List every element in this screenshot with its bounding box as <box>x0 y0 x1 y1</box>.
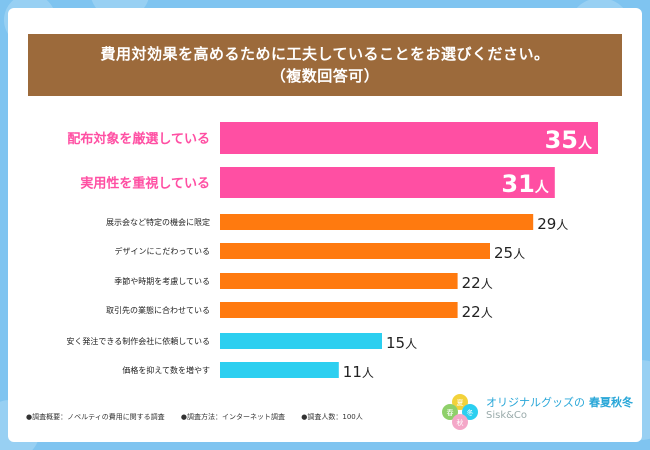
bar <box>220 302 458 318</box>
brand-subtitle: Sisk&Co <box>486 410 528 421</box>
survey-count: ●調査人数：100人 <box>301 413 363 421</box>
brand-name: オリジナルグッズの 春夏秋冬 <box>486 394 633 410</box>
bar <box>220 122 598 154</box>
category-label: 安く発注できる制作会社に依頼している <box>66 336 210 346</box>
category-label: 取引先の業態に合わせている <box>106 305 210 315</box>
category-label: 展示会など特定の機会に限定 <box>106 217 210 227</box>
value-label: 22人 <box>462 274 493 292</box>
bar <box>220 362 339 378</box>
value-label: 29人 <box>537 215 568 233</box>
value-label: 15人 <box>386 334 417 352</box>
bar <box>220 214 534 230</box>
logo-char-spring: 春 <box>447 408 454 417</box>
brand-logo-block: 夏 春 冬 秋 オリジナルグッズの 春夏秋冬 Sisk&Co <box>440 392 633 432</box>
brand-name-prefix: オリジナルグッズの <box>486 396 585 409</box>
value-label: 11人 <box>343 363 374 381</box>
chart-title: 費用対効果を高めるために工夫していることをお選びください。 <box>100 45 550 63</box>
category-label: 季節や時期を考慮している <box>114 276 210 286</box>
bar <box>220 273 458 289</box>
category-label: デザインにこだわっている <box>115 246 210 256</box>
bar <box>220 243 490 259</box>
value-label: 25人 <box>494 244 525 262</box>
bar <box>220 167 555 198</box>
season-logo-icon: 夏 春 冬 秋 <box>442 394 478 430</box>
survey-footer: ●調査概要：ノベルティの費用に関する調査 ●調査方法：インターネット調査 ●調査… <box>26 412 377 422</box>
logo-char-summer: 夏 <box>457 399 464 407</box>
chart-subtitle: （複数回答可） <box>270 67 380 85</box>
bar <box>220 333 382 349</box>
logo-char-winter: 冬 <box>467 408 474 417</box>
value-label: 35人 <box>545 126 593 154</box>
title-bar: 費用対効果を高めるために工夫していることをお選びください。 （複数回答可） <box>28 34 622 96</box>
category-label: 価格を抑えて数を増やす <box>122 365 210 375</box>
value-label: 31人 <box>501 170 549 198</box>
survey-overview: ●調査概要：ノベルティの費用に関する調査 <box>26 413 165 421</box>
logo-char-autumn: 秋 <box>457 418 464 427</box>
survey-method: ●調査方法：インターネット調査 <box>180 413 286 421</box>
value-label: 22人 <box>462 303 493 321</box>
category-label: 配布対象を厳選している <box>67 131 210 147</box>
category-label: 実用性を重視している <box>80 176 210 192</box>
brand-seasons: 春夏秋冬 <box>589 396 633 409</box>
